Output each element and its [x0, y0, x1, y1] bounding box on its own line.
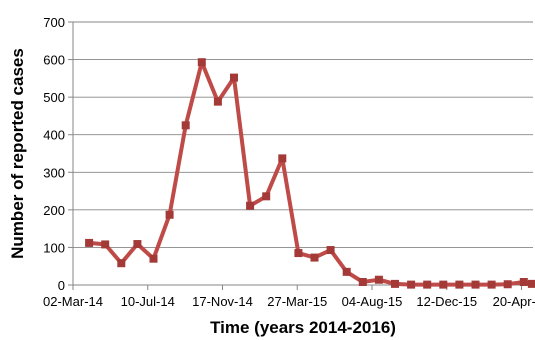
- data-point: [294, 249, 303, 258]
- gridlines: [73, 21, 533, 248]
- x-tick-label: 17-Nov-14: [192, 294, 253, 309]
- data-point: [310, 253, 319, 262]
- series-line: [88, 60, 533, 287]
- data-point: [278, 154, 287, 163]
- data-point: [197, 58, 206, 67]
- data-point: [117, 259, 126, 268]
- data-point: [391, 279, 399, 288]
- data-point: [527, 279, 535, 288]
- data-point: [455, 280, 464, 289]
- data-point: [471, 280, 480, 289]
- data-point: [407, 280, 416, 289]
- data-point: [149, 254, 158, 263]
- data-point: [503, 280, 512, 289]
- y-tick-label: 0: [58, 278, 65, 293]
- data-point: [181, 121, 190, 130]
- y-tick-labels: 0 100 200 300 400 500 600 700: [43, 15, 65, 293]
- data-point: [262, 192, 271, 201]
- data-point: [423, 280, 432, 289]
- data-point: [439, 280, 448, 289]
- y-tick-label: 300: [43, 165, 65, 180]
- x-axis-title: Time (years 2014-2016): [210, 318, 396, 337]
- data-point: [342, 267, 351, 276]
- data-point: [374, 275, 383, 284]
- data-point: [230, 73, 238, 82]
- data-point: [246, 201, 255, 210]
- data-markers: [85, 58, 535, 289]
- data-point: [326, 246, 335, 255]
- y-axis-title: Number of reported cases: [8, 48, 27, 259]
- x-tick-label: 10-Jul-14: [121, 294, 175, 309]
- x-tick-label: 04-Aug-15: [342, 294, 403, 309]
- data-point: [519, 277, 528, 286]
- data-point: [133, 240, 142, 249]
- x-tick-label: 12-Dec-15: [416, 294, 477, 309]
- data-point: [85, 238, 94, 247]
- x-tick-label: 27-Mar-15: [267, 294, 327, 309]
- y-tick-label: 500: [43, 90, 65, 105]
- y-tick-label: 600: [43, 53, 65, 68]
- x-tick-labels: 02-Mar-14 10-Jul-14 17-Nov-14 27-Mar-15 04-A…: [43, 294, 535, 309]
- x-tick-label: 20-Apr-16: [493, 294, 535, 309]
- y-tick-label: 700: [43, 15, 65, 30]
- data-point: [165, 210, 174, 219]
- data-point: [487, 280, 496, 289]
- x-tick-label: 02-Mar-14: [43, 294, 103, 309]
- y-tick-label: 400: [43, 128, 65, 143]
- data-point: [213, 97, 222, 106]
- data-point: [101, 240, 110, 249]
- data-point: [358, 277, 367, 286]
- y-tick-label: 100: [43, 240, 65, 255]
- y-tick-label: 200: [43, 203, 65, 218]
